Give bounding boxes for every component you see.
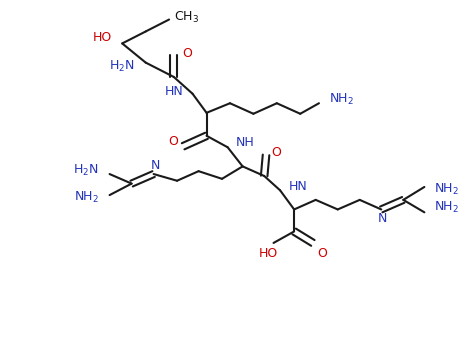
Text: NH$_2$: NH$_2$ (434, 182, 459, 197)
Text: H$_2$N: H$_2$N (73, 163, 99, 178)
Text: NH$_2$: NH$_2$ (73, 190, 99, 205)
Text: HN: HN (289, 180, 307, 193)
Text: O: O (317, 247, 327, 260)
Text: N: N (377, 211, 387, 225)
Text: NH$_2$: NH$_2$ (329, 92, 354, 107)
Text: NH: NH (236, 136, 255, 149)
Text: NH$_2$: NH$_2$ (434, 200, 459, 215)
Text: N: N (150, 159, 160, 172)
Text: O: O (182, 47, 192, 60)
Text: HN: HN (164, 85, 183, 98)
Text: H$_2$N: H$_2$N (109, 59, 135, 74)
Text: O: O (168, 135, 178, 148)
Text: HO: HO (93, 31, 112, 44)
Text: O: O (272, 146, 281, 159)
Text: HO: HO (259, 247, 279, 260)
Text: CH$_3$: CH$_3$ (174, 9, 200, 25)
